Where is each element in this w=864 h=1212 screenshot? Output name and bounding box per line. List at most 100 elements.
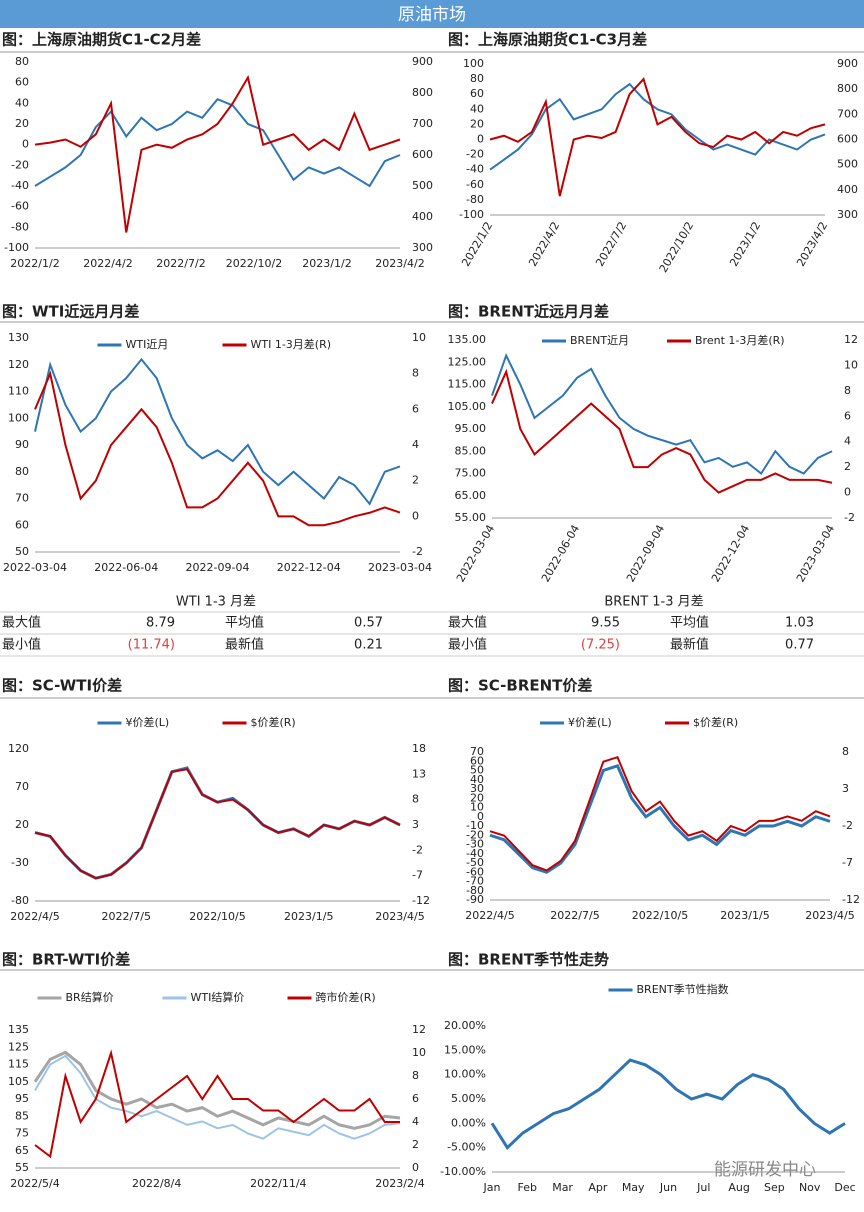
cell: 0.77 <box>785 638 814 653</box>
series-line <box>34 357 401 506</box>
x-tick-label: Apr <box>588 1181 608 1194</box>
y2-tick-label: 800 <box>412 86 433 99</box>
series-line <box>490 1058 846 1151</box>
cell: 最小值 <box>448 637 487 653</box>
cell: 最新值 <box>225 637 264 653</box>
cell: 最小值 <box>2 637 41 653</box>
cell: 1.03 <box>785 616 814 631</box>
series-line <box>34 768 401 880</box>
x-tick-label: Jul <box>696 1181 710 1194</box>
x-tick-label: 2022-06-04 <box>539 523 582 585</box>
y-tick-label: 20 <box>470 791 484 804</box>
x-tick-label: 2023/4/2 <box>794 220 830 269</box>
x-tick-label: 2023/4/5 <box>805 909 854 922</box>
y-tick-label: 20 <box>15 818 29 831</box>
x-tick-label: 2022/4/2 <box>83 257 132 270</box>
chart-title: 图：BRT-WTI价差 <box>2 951 130 969</box>
y2-tick-label: 700 <box>412 117 433 130</box>
y-tick-label: -50 <box>466 856 484 869</box>
x-tick-label: 2022-03-04 <box>454 523 497 585</box>
x-tick-label: 2022/10/2 <box>226 257 282 270</box>
x-tick-label: 2022-06-04 <box>94 561 158 574</box>
legend-label: $价差(R) <box>251 715 296 729</box>
y-tick-label: -30 <box>11 856 29 869</box>
x-tick-label: 2022/7/2 <box>593 220 629 269</box>
watermark: 能源研发中心 <box>714 1160 816 1180</box>
y-tick-label: 0.00% <box>451 1116 486 1129</box>
series-line <box>33 1050 401 1130</box>
y-tick-label: 100 <box>463 57 484 70</box>
y-tick-label: -40 <box>11 179 29 192</box>
x-tick-label: 2022/4/2 <box>526 220 562 269</box>
y2-tick-label: 12 <box>412 1023 426 1036</box>
cell: 最大值 <box>2 615 41 631</box>
y2-tick-label: 600 <box>412 148 433 161</box>
y-tick-label: -100 <box>4 241 29 254</box>
series-line <box>34 370 401 527</box>
y2-tick-label: 2 <box>844 460 851 473</box>
y-tick-label: 80 <box>15 465 29 478</box>
y-tick-label: -60 <box>466 178 484 191</box>
y2-tick-label: -7 <box>842 856 853 869</box>
tables: WTI 1-3 月差 最大值 8.79 平均值 0.57 最小值 (11.74)… <box>2 595 814 653</box>
x-tick-label: 2023-03-04 <box>794 523 837 585</box>
x-tick-label: 2022-03-04 <box>3 561 67 574</box>
y-tick-label: 50 <box>15 545 29 558</box>
chart-title: 图：WTI近远月月差 <box>2 303 139 321</box>
y2-tick-label: 600 <box>837 133 858 146</box>
y2-tick-label: 10 <box>412 1046 426 1059</box>
x-tick-label: 2022-09-04 <box>624 523 667 585</box>
chart-title: 图：上海原油期货C1-C2月差 <box>2 31 201 49</box>
y-tick-label: 10.00% <box>444 1068 486 1081</box>
x-tick-label: 2022/7/5 <box>102 910 151 923</box>
series-line <box>34 74 401 233</box>
y-tick-label: 0 <box>477 133 484 146</box>
y-tick-label: 130 <box>8 331 29 344</box>
y-tick-label: 30 <box>470 782 484 795</box>
y-tick-label: 120 <box>8 358 29 371</box>
y2-tick-label: 500 <box>837 158 858 171</box>
y2-tick-label: -12 <box>412 894 430 907</box>
y2-tick-label: 3 <box>412 818 419 831</box>
x-tick-label: Jun <box>659 1181 677 1194</box>
chart-title: 图：SC-BRENT价差 <box>448 677 592 695</box>
x-tick-label: 2022/8/4 <box>132 1177 181 1190</box>
y-tick-label: 105 <box>8 1075 29 1088</box>
x-tick-label: Jan <box>483 1181 501 1194</box>
y-tick-label: 55.00 <box>455 511 487 524</box>
legend-label: WTI结算价 <box>191 990 245 1004</box>
y2-tick-label: 8 <box>844 384 851 397</box>
y-tick-label: -100 <box>459 208 484 221</box>
y-tick-label: 60 <box>15 518 29 531</box>
cell: 平均值 <box>225 615 264 631</box>
y-tick-label: 85 <box>15 1109 29 1122</box>
legend-label: WTI近月 <box>126 338 169 351</box>
y2-tick-label: 400 <box>837 183 858 196</box>
x-tick-label: 2022/7/2 <box>156 257 205 270</box>
y2-tick-label: -2 <box>412 545 423 558</box>
cell: 8.79 <box>146 616 175 631</box>
header-bar <box>0 0 864 28</box>
series-line <box>489 755 831 872</box>
y-tick-label: 20 <box>470 117 484 130</box>
y2-tick-label: -2 <box>412 843 423 856</box>
y-tick-label: -80 <box>11 894 29 907</box>
x-tick-label: 2023/4/2 <box>375 257 424 270</box>
cell: 最新值 <box>670 637 709 653</box>
y2-tick-label: 6 <box>412 1092 419 1105</box>
y2-tick-label: 6 <box>412 402 419 415</box>
x-tick-label: 2022/4/5 <box>10 910 59 923</box>
legend-label: $价差(R) <box>693 715 738 729</box>
y2-tick-label: 300 <box>412 241 433 254</box>
cell: 最大值 <box>448 615 487 631</box>
series-line <box>34 1049 400 1159</box>
y2-tick-label: 4 <box>412 438 419 451</box>
x-tick-label: 2022/1/2 <box>459 220 495 269</box>
y2-tick-label: 8 <box>412 793 419 806</box>
series-line <box>489 82 826 171</box>
y2-tick-label: 10 <box>412 331 426 344</box>
y2-tick-label: 8 <box>412 367 419 380</box>
y-tick-label: 20.00% <box>444 1019 486 1032</box>
y-tick-label: -80 <box>466 884 484 897</box>
y-tick-label: -80 <box>11 220 29 233</box>
